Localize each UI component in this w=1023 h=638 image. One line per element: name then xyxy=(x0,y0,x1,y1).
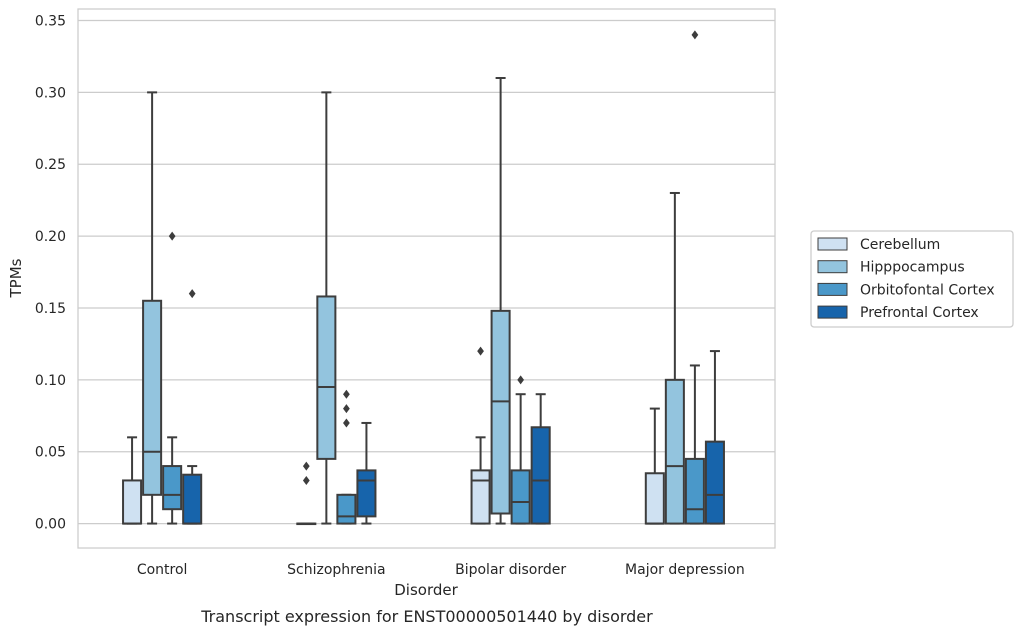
y-tick-labels: 0.00 0.05 0.10 0.15 0.20 0.25 0.30 0.35 xyxy=(35,13,66,532)
box-iqr xyxy=(684,457,705,525)
legend-frame xyxy=(810,230,1014,328)
box-iqr xyxy=(122,479,143,525)
outlier-point xyxy=(188,289,196,299)
box-orbitofontal-cortex xyxy=(684,30,705,525)
y-tick-label: 0.05 xyxy=(35,445,66,461)
legend-label: Orbitofontal Cortex xyxy=(860,282,995,298)
chart-title: Transcript expression for ENST0000050144… xyxy=(200,607,653,626)
outlier-point xyxy=(691,30,699,40)
box-orbitofontal-cortex xyxy=(162,231,183,525)
box-cerebellum xyxy=(470,346,491,525)
box-iqr xyxy=(490,309,511,515)
box-prefrontal-cortex xyxy=(530,393,551,525)
box-iqr xyxy=(644,472,665,525)
legend-swatch xyxy=(817,305,848,319)
y-tick-label: 0.00 xyxy=(35,517,66,533)
box-hipppocampus xyxy=(316,91,337,525)
box-iqr xyxy=(316,295,337,460)
legend-label: Cerebellum xyxy=(860,237,940,253)
y-tick-label: 0.10 xyxy=(35,373,66,389)
x-tick-label: Schizophrenia xyxy=(287,562,385,578)
box-cerebellum xyxy=(296,461,317,526)
legend: Cerebellum Hipppocampus Orbitofontal Corte… xyxy=(810,230,1014,328)
box-orbitofontal-cortex xyxy=(336,389,357,525)
legend-label: Hipppocampus xyxy=(860,260,965,276)
legend-swatch xyxy=(817,237,848,251)
box-iqr xyxy=(530,426,551,525)
box-iqr xyxy=(336,493,357,525)
outlier-point xyxy=(477,346,484,356)
legend-label: Prefrontal Cortex xyxy=(860,305,979,321)
outlier-point xyxy=(302,461,310,471)
y-tick-label: 0.15 xyxy=(35,301,66,317)
outlier-point xyxy=(343,418,350,428)
x-tick-label: Bipolar disorder xyxy=(455,562,566,578)
box-iqr xyxy=(664,378,685,525)
y-tick-label: 0.35 xyxy=(35,13,66,29)
box-hipppocampus xyxy=(490,76,511,525)
x-tick-label: Major depression xyxy=(625,562,745,578)
box-hipppocampus xyxy=(664,191,685,525)
plot-frame xyxy=(77,8,776,549)
outlier-point xyxy=(343,404,350,414)
box-hipppocampus xyxy=(142,91,163,525)
box-iqr xyxy=(470,469,491,525)
legend-swatch xyxy=(817,260,848,274)
x-tick-labels: Control Schizophrenia Bipolar disorder Majo… xyxy=(137,562,745,578)
y-tick-label: 0.30 xyxy=(35,85,66,101)
outlier-point xyxy=(343,389,350,399)
plot-area-background xyxy=(78,9,775,548)
x-tick-label: Control xyxy=(137,562,188,578)
box-prefrontal-cortex xyxy=(182,289,203,525)
box-iqr xyxy=(142,299,163,496)
boxes xyxy=(122,30,725,526)
y-axis-label: TPMs xyxy=(7,258,25,298)
box-cerebellum xyxy=(122,436,143,525)
box-prefrontal-cortex xyxy=(704,350,725,525)
box-cerebellum xyxy=(644,407,665,525)
outlier-point xyxy=(517,375,525,385)
box-iqr xyxy=(510,469,531,525)
x-axis-label: Disorder xyxy=(394,581,458,599)
outlier-point xyxy=(302,475,310,485)
box-iqr xyxy=(704,440,725,525)
box-iqr xyxy=(162,465,183,511)
legend-swatch xyxy=(817,282,848,296)
box-prefrontal-cortex xyxy=(356,421,377,525)
box-orbitofontal-cortex xyxy=(510,375,531,525)
outlier-point xyxy=(168,231,176,241)
box-iqr xyxy=(356,469,377,518)
y-tick-label: 0.25 xyxy=(35,157,66,173)
box-iqr xyxy=(182,473,203,525)
y-tick-label: 0.20 xyxy=(35,229,66,245)
